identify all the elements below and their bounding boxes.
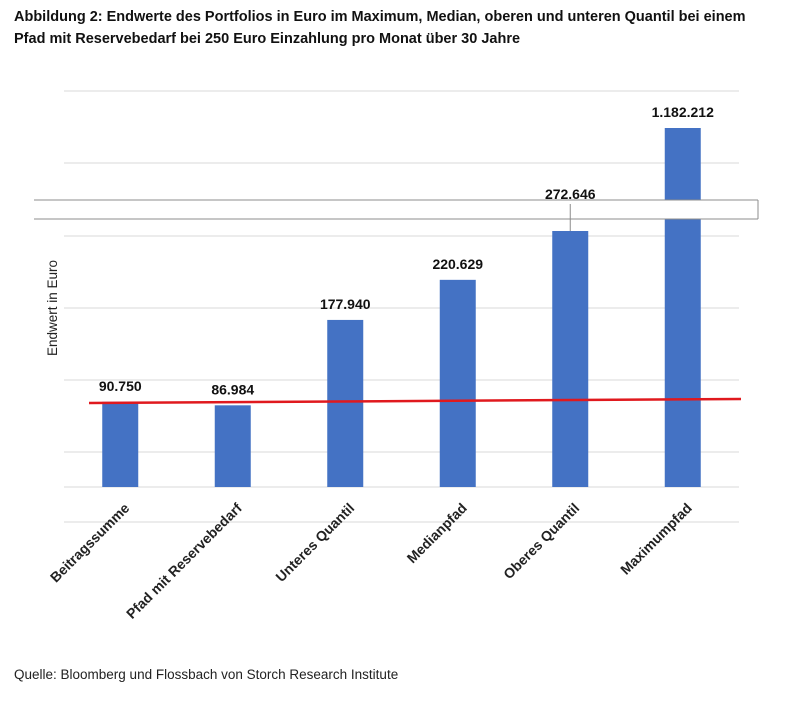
axis-break-band — [34, 200, 758, 219]
bar — [327, 319, 364, 487]
value-label: 220.629 — [432, 256, 483, 272]
value-label: 177.940 — [320, 296, 371, 312]
category-label: Oberes Quantil — [500, 500, 582, 582]
gridlines — [64, 90, 739, 523]
category-label: Unteres Quantil — [272, 500, 357, 585]
value-label: 272.646 — [545, 186, 596, 202]
axis-break — [34, 199, 759, 231]
bar — [552, 231, 589, 487]
reference-line-group — [88, 397, 742, 405]
value-label: 1.182.212 — [652, 104, 714, 120]
reference-line — [88, 397, 742, 405]
bar — [102, 401, 139, 487]
chart-title: Abbildung 2: Endwerte des Portfolios in … — [14, 9, 746, 47]
y-axis-label: Endwert in Euro — [45, 260, 60, 356]
value-labels: 90.750 86.984 177.940 220.629 272.646 1.182.2… — [99, 104, 714, 397]
bar-chart: 90.750 86.984 177.940 220.629 272.646 1.182.2… — [34, 90, 759, 622]
bar — [664, 128, 701, 487]
category-label: Pfad mit Reservebedarf — [123, 500, 245, 622]
source-note: Quelle: Bloomberg und Flossbach von Stor… — [14, 667, 399, 682]
value-label: 90.750 — [99, 378, 142, 394]
category-label: Maximumpfad — [617, 500, 695, 578]
bars — [102, 128, 701, 487]
category-label: Medianpfad — [404, 500, 470, 566]
category-label: Beitragssumme — [47, 500, 133, 586]
value-label: 86.984 — [211, 381, 254, 397]
bar — [214, 405, 251, 487]
bar — [439, 279, 476, 487]
